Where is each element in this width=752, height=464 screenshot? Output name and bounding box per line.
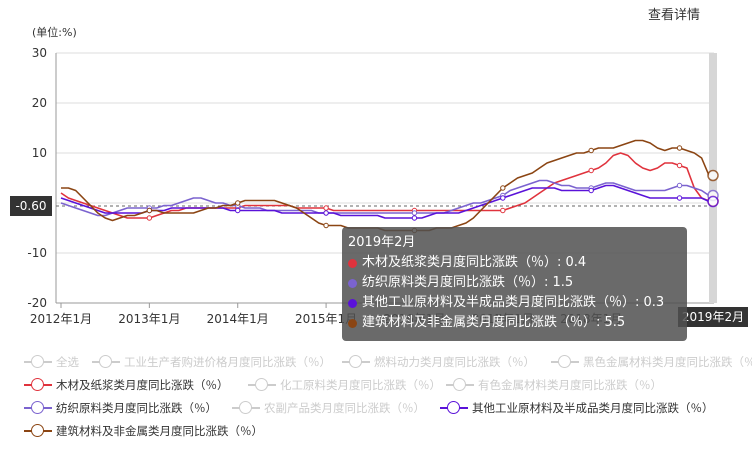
legend-item[interactable]: 木材及纸浆类月度同比涨跌（％） <box>24 377 229 393</box>
series-point <box>500 185 506 191</box>
legend-item[interactable]: 农副产品类月度同比涨跌（％） <box>232 400 425 416</box>
legend-item[interactable]: 工业生产者购进价格月度同比涨跌（％） <box>92 354 331 370</box>
series-point <box>676 162 683 169</box>
x-pointer-box <box>678 307 748 327</box>
series-point <box>411 210 418 216</box>
highlight-point-4 <box>707 169 719 182</box>
x-tick-label: 2015年1月 <box>295 312 357 326</box>
legend-symbol-icon <box>342 355 370 369</box>
legend-label: 纺织原料类月度同比涨跌（％） <box>56 401 217 415</box>
legend-item[interactable]: 建筑材料及非金属类月度同比涨跌（％） <box>24 423 263 439</box>
tooltip-title: 2019年2月 <box>348 235 416 250</box>
chart-legend: 全选 工业生产者购进价格月度同比涨跌（％） 燃料动力类月度同比涨跌（％） 黑色金属材料… <box>0 346 752 458</box>
tooltip-row: 纺织原料类月度同比涨跌（％）: 1.5 <box>348 273 681 293</box>
series-line-2 <box>60 179 710 217</box>
legend-label: 有色金属材料类月度同比涨跌（％） <box>478 378 662 392</box>
legend-item[interactable]: 全选 <box>24 354 79 370</box>
legend-symbol-icon <box>440 401 468 415</box>
legend-item[interactable]: 燃料动力类月度同比涨跌（％） <box>342 354 535 370</box>
series-point <box>500 207 506 214</box>
highlight-point-3 <box>707 195 719 208</box>
legend-symbol-icon <box>248 378 276 392</box>
legend-item[interactable]: 黑色金属材料类月度同比涨跌（％） <box>551 354 752 370</box>
legend-label: 黑色金属材料类月度同比涨跌（％） <box>583 355 752 369</box>
legend-label: 木材及纸浆类月度同比涨跌（％） <box>56 378 229 392</box>
x-tick-label: 2014年1月 <box>207 312 269 326</box>
legend-symbol-icon <box>24 424 52 438</box>
legend-symbol-icon <box>92 355 120 369</box>
legend-symbol-icon <box>24 401 52 415</box>
series-point <box>323 210 329 216</box>
y-pointer-label: -0.60 <box>15 199 46 213</box>
tooltip-row: 其他工业原材料及半成品类月度同比涨跌（％）: 0.3 <box>348 293 681 313</box>
tooltip-row-label: 木材及纸浆类月度同比涨跌（％）: 0.4 <box>362 255 587 270</box>
legend-item[interactable]: 纺织原料类月度同比涨跌（％） <box>24 400 217 416</box>
legend-label: 全选 <box>56 355 79 369</box>
legend-symbol-icon <box>446 378 474 392</box>
series-point <box>676 145 683 151</box>
series-point <box>323 222 329 229</box>
legend-symbol-icon <box>24 378 52 392</box>
y-tick-label: -10 <box>27 246 47 260</box>
legend-label: 化工原料类月度同比涨跌（％） <box>280 378 441 392</box>
tooltip-row-label: 建筑材料及非金属类月度同比涨跌（％）: 5.5 <box>362 315 626 330</box>
series-point <box>588 187 594 194</box>
legend-item[interactable]: 有色金属材料类月度同比涨跌（％） <box>446 377 662 393</box>
y-tick-label: 10 <box>32 146 47 160</box>
chart-tooltip: 2019年2月 木材及纸浆类月度同比涨跌（％）: 0.4 纺织原料类月度同比涨跌（… <box>342 227 687 341</box>
x-tick-label: 2012年1月 <box>30 312 92 326</box>
legend-label: 燃料动力类月度同比涨跌（％） <box>374 355 535 369</box>
legend-label: 农副产品类月度同比涨跌（％） <box>264 401 425 415</box>
series-point <box>146 207 153 214</box>
legend-label: 工业生产者购进价格月度同比涨跌（％） <box>124 355 331 369</box>
y-unit-label: (单位:%) <box>32 25 77 39</box>
series-point <box>146 215 153 221</box>
series-point <box>676 195 683 201</box>
series-point <box>235 200 241 206</box>
series-line-1 <box>60 152 710 219</box>
y-tick-label: -20 <box>27 296 47 310</box>
series-point <box>411 215 418 221</box>
series-color-dot <box>348 298 357 308</box>
legend-symbol-icon <box>551 355 579 369</box>
tooltip-row-label: 纺织原料类月度同比涨跌（％）: 1.5 <box>362 275 574 290</box>
series-point <box>588 167 594 174</box>
tooltip-row: 木材及纸浆类月度同比涨跌（％）: 0.4 <box>348 253 681 273</box>
series-point <box>500 195 506 201</box>
series-color-dot <box>348 258 357 268</box>
legend-symbol-icon <box>232 401 260 415</box>
view-details-link[interactable]: 查看详情 <box>648 8 701 23</box>
series-point <box>323 205 329 211</box>
y-tick-label: 20 <box>32 96 47 110</box>
legend-label: 其他工业原材料及半成品类月度同比涨跌（％） <box>472 401 714 415</box>
x-tick-label: 2013年1月 <box>118 312 180 326</box>
legend-label: 建筑材料及非金属类月度同比涨跌（％） <box>56 424 263 438</box>
x-pointer-label: 2019年2月 <box>682 310 744 324</box>
tooltip-row-label: 其他工业原材料及半成品类月度同比涨跌（％）: 0.3 <box>362 295 665 310</box>
series-color-dot <box>348 318 357 328</box>
series-line-3 <box>60 184 710 219</box>
legend-item[interactable]: 化工原料类月度同比涨跌（％） <box>248 377 441 393</box>
series-point <box>235 207 241 214</box>
tooltip-row: 建筑材料及非金属类月度同比涨跌（％）: 5.5 <box>348 313 681 333</box>
legend-symbol-icon <box>24 355 52 369</box>
series-point <box>676 182 683 189</box>
series-color-dot <box>348 278 357 288</box>
legend-item[interactable]: 其他工业原材料及半成品类月度同比涨跌（％） <box>440 400 714 416</box>
y-tick-label: 30 <box>32 46 47 60</box>
series-point <box>588 147 594 154</box>
y-pointer-box <box>10 196 52 216</box>
